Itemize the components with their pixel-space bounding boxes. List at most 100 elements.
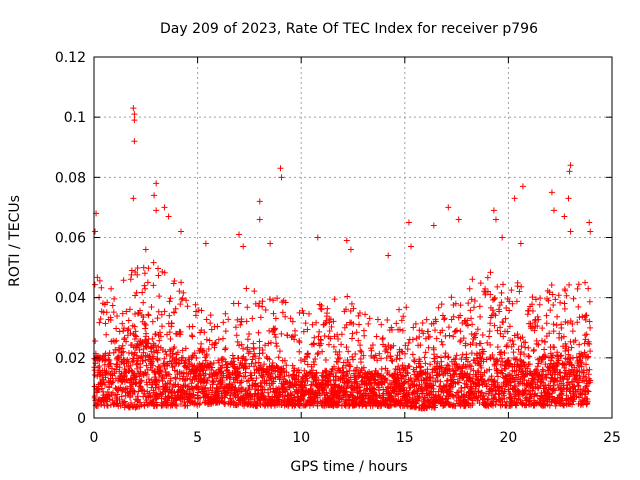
data-point	[136, 307, 143, 314]
data-point	[554, 313, 561, 320]
data-point	[324, 305, 331, 312]
data-point	[357, 342, 364, 349]
data-point-peak	[519, 183, 526, 190]
data-point	[213, 375, 220, 382]
data-point	[401, 350, 408, 357]
data-point	[455, 379, 462, 386]
data-point	[537, 295, 544, 302]
data-point	[415, 375, 422, 382]
data-point	[344, 293, 351, 300]
data-point	[289, 318, 296, 325]
data-point	[552, 296, 559, 303]
data-point	[148, 304, 155, 311]
data-point	[546, 289, 553, 296]
data-point	[322, 357, 329, 364]
data-point	[238, 377, 245, 384]
data-point-peak	[153, 180, 160, 187]
data-point	[251, 288, 258, 295]
data-point	[279, 309, 286, 316]
data-point	[340, 369, 347, 376]
data-point	[107, 316, 114, 323]
data-point	[585, 388, 592, 395]
data-point	[413, 382, 420, 389]
data-point	[349, 356, 356, 363]
y-tick-label: 0.08	[55, 170, 86, 186]
data-point	[525, 377, 532, 384]
data-point	[498, 299, 505, 306]
data-point	[318, 340, 325, 347]
data-point	[509, 337, 516, 344]
data-point	[583, 361, 590, 368]
data-point	[498, 349, 505, 356]
data-point	[321, 321, 328, 328]
data-point	[586, 341, 593, 348]
data-point	[563, 382, 570, 389]
data-point	[583, 383, 590, 390]
data-point	[155, 343, 162, 350]
data-point	[522, 339, 529, 346]
data-point	[172, 305, 179, 312]
data-point	[309, 367, 316, 374]
data-point	[439, 341, 446, 348]
data-point-peak	[131, 117, 138, 124]
data-point	[390, 342, 397, 349]
data-point	[107, 360, 114, 367]
data-point	[353, 364, 360, 371]
data-point	[270, 378, 277, 385]
data-point	[92, 337, 99, 344]
data-point	[323, 389, 330, 396]
data-point	[256, 300, 263, 307]
data-point	[459, 351, 466, 358]
data-point	[220, 319, 227, 326]
data-point	[518, 343, 525, 350]
data-point	[241, 357, 248, 364]
data-point	[249, 377, 256, 384]
data-point	[502, 315, 509, 322]
data-point	[135, 388, 142, 395]
data-point	[410, 357, 417, 364]
data-point	[579, 377, 586, 384]
data-point	[549, 390, 556, 397]
data-point	[536, 301, 543, 308]
data-point	[344, 370, 351, 377]
data-point	[150, 282, 157, 289]
data-point	[326, 327, 333, 334]
data-point	[491, 294, 498, 301]
data-point	[296, 339, 303, 346]
data-point	[396, 355, 403, 362]
data-point	[186, 386, 193, 393]
data-point	[397, 369, 404, 376]
data-point	[418, 327, 425, 334]
data-point	[327, 335, 334, 342]
data-point	[356, 310, 363, 317]
data-point	[184, 375, 191, 382]
data-point	[499, 370, 506, 377]
data-point-peak	[153, 207, 160, 214]
data-point	[575, 379, 582, 386]
data-point	[188, 380, 195, 387]
data-point	[166, 346, 173, 353]
data-point	[201, 399, 208, 406]
data-point	[506, 323, 513, 330]
data-point	[146, 390, 153, 397]
data-point	[176, 375, 183, 382]
data-point	[510, 341, 517, 348]
data-point	[200, 347, 207, 354]
data-point	[386, 371, 393, 378]
data-point	[468, 350, 475, 357]
data-point	[109, 365, 116, 372]
data-point	[125, 317, 132, 324]
data-point	[215, 359, 222, 366]
data-point	[140, 314, 147, 321]
data-point	[420, 330, 427, 337]
data-point	[550, 321, 557, 328]
data-point	[242, 360, 249, 367]
data-point	[399, 327, 406, 334]
data-point	[180, 373, 187, 380]
data-point	[491, 296, 498, 303]
data-point	[438, 338, 445, 345]
data-point	[180, 369, 187, 376]
data-point	[168, 320, 175, 327]
data-point	[378, 355, 385, 362]
data-point	[563, 292, 570, 299]
